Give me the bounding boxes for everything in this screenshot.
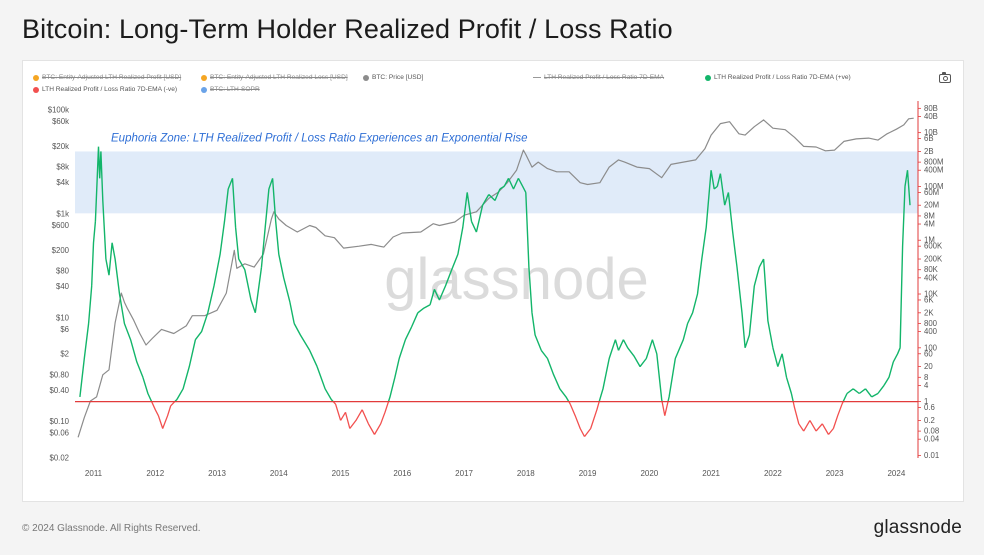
y-right-tick-label: 0.01 bbox=[924, 451, 939, 460]
y-left-tick-label: $0.02 bbox=[49, 454, 69, 463]
y-left-tick-label: $0.06 bbox=[49, 429, 69, 438]
legend-item-ratio-positive[interactable]: LTH Realized Profit / Loss Ratio 7D-EMA … bbox=[705, 74, 851, 81]
y-left-tick-label: $2 bbox=[60, 350, 69, 359]
y-left-tick-label: $200 bbox=[52, 246, 70, 255]
y-right-tick-label: 10K bbox=[924, 290, 939, 299]
y-right-tick-label: 0.04 bbox=[924, 435, 940, 444]
y-right-tick-label: 100M bbox=[924, 182, 944, 191]
legend-item-lth-realized-loss[interactable]: BTC: Entity-Adjusted LTH Realized Loss [… bbox=[201, 74, 348, 81]
watermark-text: glassnode bbox=[384, 247, 648, 312]
y-right-tick-label: 2B bbox=[924, 147, 934, 156]
y-right-tick-label: 4M bbox=[924, 220, 935, 229]
x-tick-label: 2015 bbox=[332, 469, 350, 478]
legend-item-lth-sopr[interactable]: BTC: LTH-SOPR bbox=[201, 86, 260, 93]
page-title: Bitcoin: Long-Term Holder Realized Profi… bbox=[22, 14, 673, 44]
y-right-tick-label: 6K bbox=[924, 295, 934, 304]
y-left-tick-label: $1k bbox=[56, 209, 69, 218]
y-left-tick-label: $4k bbox=[56, 178, 69, 187]
x-tick-label: 2024 bbox=[887, 469, 905, 478]
euphoria-zone-annotation: Euphoria Zone: LTH Realized Profit / Los… bbox=[111, 132, 528, 144]
y-right-tick-label: 800M bbox=[924, 158, 944, 167]
y-left-tick-label: $0.40 bbox=[49, 386, 69, 395]
y-right-tick-label: 6B bbox=[924, 134, 934, 143]
y-right-tick-label: 600K bbox=[924, 242, 943, 251]
y-right-tick-label: 20M bbox=[924, 201, 939, 210]
x-tick-label: 2018 bbox=[517, 469, 535, 478]
glassnode-logo: glassnode bbox=[873, 517, 962, 538]
y-left-tick-label: $60k bbox=[52, 117, 69, 126]
y-left-tick-label: $6 bbox=[60, 325, 69, 334]
y-right-tick-label: 0.6 bbox=[924, 403, 935, 412]
legend-item-btc-price[interactable]: BTC: Price [USD] bbox=[363, 74, 423, 81]
y-right-tick-label: 1 bbox=[924, 397, 928, 406]
legend-dot bbox=[33, 74, 39, 81]
y-right-tick-label: 800 bbox=[924, 319, 938, 328]
y-right-tick-label: 400M bbox=[924, 166, 944, 175]
y-right-tick-label: 200K bbox=[924, 255, 943, 264]
ratio-positive-line bbox=[79, 146, 911, 403]
y-right-tick-label: 8 bbox=[924, 373, 928, 382]
legend-item-ratio-negative[interactable]: LTH Realized Profit / Loss Ratio 7D-EMA … bbox=[33, 86, 177, 93]
legend-dot bbox=[363, 74, 369, 81]
y-right-tick-label: 80B bbox=[924, 104, 938, 113]
y-right-tick-label: 0.08 bbox=[924, 427, 939, 436]
x-tick-label: 2020 bbox=[640, 469, 658, 478]
y-right-tick-label: 8M bbox=[924, 211, 935, 220]
x-tick-label: 2014 bbox=[270, 469, 288, 478]
x-tick-label: 2013 bbox=[208, 469, 226, 478]
x-tick-label: 2019 bbox=[579, 469, 597, 478]
legend-dot bbox=[705, 74, 711, 81]
y-left-tick-label: $40 bbox=[56, 282, 70, 291]
ratio-negative-line bbox=[151, 401, 844, 437]
y-right-tick-label: 4 bbox=[924, 381, 929, 390]
camera-icon[interactable] bbox=[939, 72, 951, 83]
y-left-tick-label: $0.80 bbox=[49, 370, 69, 379]
y-left-tick-label: $100k bbox=[48, 106, 69, 115]
legend-dot bbox=[33, 86, 39, 93]
y-right-tick-label: 60M bbox=[924, 188, 939, 197]
y-right-tick-label: 80K bbox=[924, 265, 939, 274]
chart-panel: BTC: Entity-Adjusted LTH Realized Profit… bbox=[22, 60, 964, 502]
legend-line-icon bbox=[533, 77, 541, 78]
y-left-tick-label: $0.10 bbox=[49, 417, 69, 426]
y-right-tick-label: 100 bbox=[924, 343, 938, 352]
y-left-tick-label: $20k bbox=[52, 142, 69, 151]
x-tick-label: 2016 bbox=[393, 469, 411, 478]
y-left-tick-label: $10 bbox=[56, 313, 70, 322]
chart-svg: glassnode $100k $60k $20k $8k $4k $1k $600 $200… bbox=[48, 101, 944, 478]
y-right-tick-label: 60 bbox=[924, 349, 933, 358]
x-tick-label: 2017 bbox=[455, 469, 473, 478]
y-right-tick-label: 400 bbox=[924, 327, 938, 336]
x-tick-label: 2022 bbox=[764, 469, 782, 478]
x-tick-label: 2011 bbox=[85, 469, 103, 478]
legend-dot bbox=[201, 86, 207, 93]
y-left-tick-label: $8k bbox=[56, 163, 69, 172]
x-tick-label: 2023 bbox=[826, 469, 844, 478]
y-right-tick-label: 20 bbox=[924, 362, 933, 371]
legend-dot bbox=[201, 74, 207, 81]
y-right-tick-label: 10B bbox=[924, 128, 938, 137]
chart-legend: BTC: Entity-Adjusted LTH Realized Profit… bbox=[23, 61, 963, 97]
legend-item-ratio-7d-ema[interactable]: LTH Realized Profit / Loss Ratio 7D-EMA bbox=[533, 74, 664, 81]
euphoria-zone-band bbox=[75, 151, 918, 214]
y-right-tick-label: 0.2 bbox=[924, 416, 935, 425]
y-left-tick-label: $600 bbox=[52, 221, 70, 230]
x-tick-label: 2021 bbox=[702, 469, 720, 478]
y-right-tick-label: 2K bbox=[924, 308, 934, 317]
x-tick-label: 2012 bbox=[146, 469, 164, 478]
copyright-text: © 2024 Glassnode. All Rights Reserved. bbox=[22, 523, 201, 534]
y-left-tick-label: $80 bbox=[56, 266, 70, 275]
y-right-tick-label: 40B bbox=[924, 112, 938, 121]
y-right-tick-label: 1M bbox=[924, 236, 935, 245]
y-right-tick-label: 40K bbox=[924, 273, 939, 282]
legend-item-lth-realized-profit[interactable]: BTC: Entity-Adjusted LTH Realized Profit… bbox=[33, 74, 181, 81]
